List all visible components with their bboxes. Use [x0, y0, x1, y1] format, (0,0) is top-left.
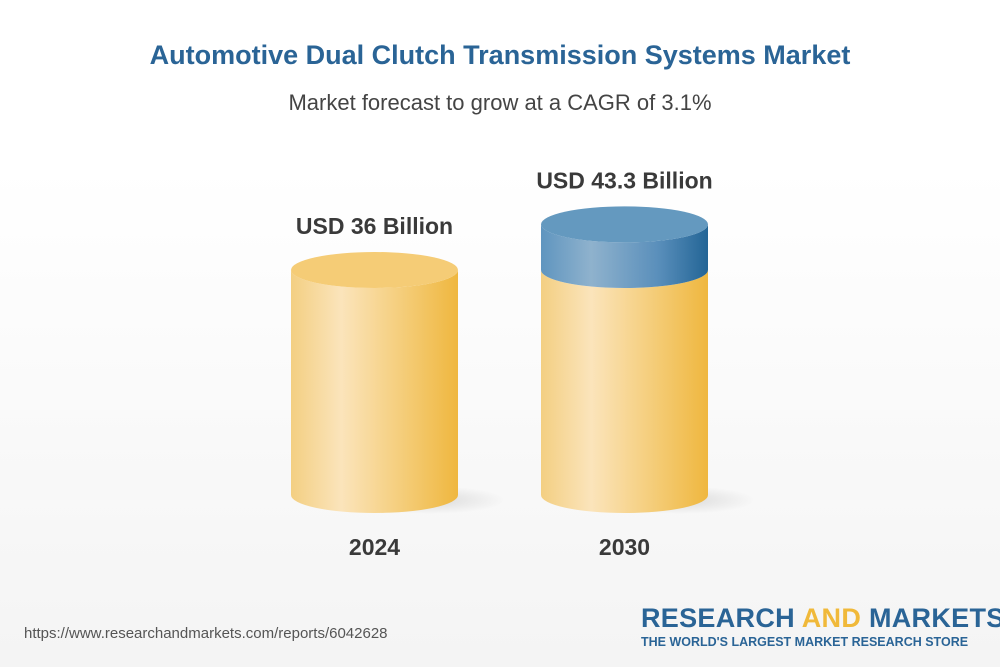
logo-word-markets: MARKETS [868, 603, 1000, 633]
category-label: 2024 [349, 534, 400, 560]
cylinder-body-2030 [541, 270, 708, 513]
logo-tagline: THE WORLD'S LARGEST MARKET RESEARCH STOR… [641, 635, 969, 649]
data-label: USD 43.3 Billion [536, 167, 712, 193]
category-label: 2030 [599, 534, 650, 560]
research-and-markets-logo: RESEARCH AND MARKETS THE WORLD'S LARGEST… [641, 603, 1000, 649]
logo-word-research: RESEARCH [641, 603, 795, 633]
logo-word-and: AND [801, 603, 862, 633]
chart-title: Automotive Dual Clutch Transmission Syst… [149, 40, 851, 70]
chart-subtitle: Market forecast to grow at a CAGR of 3.1… [288, 90, 712, 115]
data-label: USD 36 Billion [296, 213, 453, 239]
cylinder-growth-band-2030 [541, 224, 708, 288]
cylinder-top-2024 [291, 252, 458, 288]
cylinder-top-2030 [541, 206, 708, 243]
source-url: https://www.researchandmarkets.com/repor… [24, 625, 388, 642]
cylinder-body-2024 [291, 270, 459, 513]
